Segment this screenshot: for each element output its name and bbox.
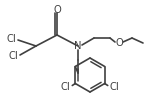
Text: Cl: Cl [8, 51, 18, 61]
Text: O: O [53, 5, 61, 15]
Text: O: O [115, 38, 123, 48]
Text: Cl: Cl [60, 83, 70, 92]
Text: N: N [74, 41, 82, 51]
Text: Cl: Cl [110, 83, 120, 92]
Text: Cl: Cl [6, 34, 16, 44]
